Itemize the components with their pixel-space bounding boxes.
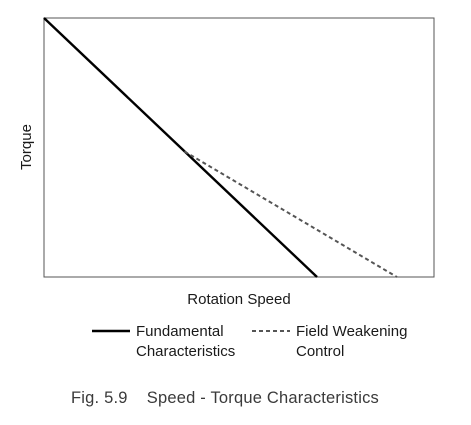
series-layer: [43, 17, 398, 278]
x-axis-label: Rotation Speed: [187, 291, 290, 308]
legend-label-field-weakening-line1: Field Weakening: [296, 323, 407, 340]
figure-caption: Fig. 5.9 Speed - Torque Characteristics: [71, 389, 379, 407]
legend-label-field-weakening-line2: Control: [296, 343, 344, 360]
series-line-field-weakening: [183, 150, 398, 278]
y-axis-label: Torque: [18, 124, 35, 170]
plot-frame: [43, 17, 435, 278]
legend-label-fundamental-line1: Fundamental: [136, 323, 224, 340]
legend: Fundamental Characteristics Field Weaken…: [92, 323, 407, 360]
legend-item-field-weakening: Field Weakening Control: [252, 323, 407, 360]
series-line-fundamental: [43, 17, 318, 278]
legend-label-fundamental-line2: Characteristics: [136, 343, 235, 360]
legend-item-fundamental: Fundamental Characteristics: [92, 323, 235, 360]
